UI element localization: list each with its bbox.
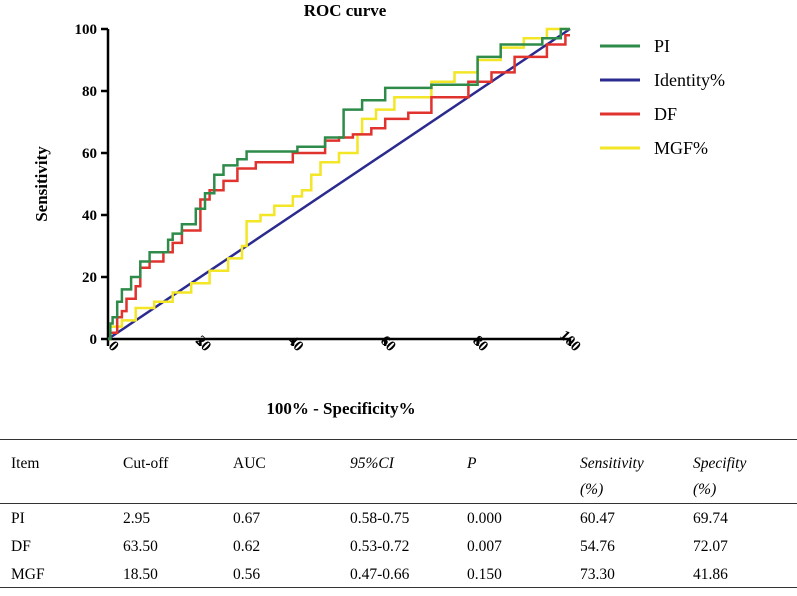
y-tick-label: 40: [82, 208, 97, 224]
y-axis-ticks: 0 20 40 60 80 100: [75, 22, 108, 348]
table-cell: 69.74: [693, 510, 728, 527]
table-cell: 41.86: [693, 559, 797, 588]
series-line-df: [108, 33, 570, 341]
table-cell: 0.62: [233, 537, 261, 555]
plot-area: 0 20 40 60 80 100 0 20 40 60 80 100: [75, 22, 584, 355]
table-header-row: Item Cut-off AUC 95%CI P Sensitivity (%) …: [0, 439, 797, 504]
x-tick-label: 60: [377, 333, 399, 355]
header-text: Specifity: [693, 455, 747, 472]
header-cell: P: [467, 439, 580, 504]
table-cell: DF: [11, 537, 31, 555]
header-cell: Sensitivity (%): [580, 439, 693, 504]
table-cell: 0.67: [233, 510, 261, 527]
x-axis-ticks: 0 20 40 60 80 100: [105, 328, 584, 355]
y-tick-label: 80: [82, 84, 97, 100]
stats-table: Item Cut-off AUC 95%CI P Sensitivity (%) …: [0, 439, 797, 588]
table-row: MGF 18.50 0.56 0.47-0.66 0.150 73.30 41.…: [0, 559, 797, 588]
table-cell: 0.007: [467, 537, 502, 555]
x-tick-label: 80: [469, 333, 491, 355]
header-text: Cut-off: [123, 455, 169, 472]
series-line-identity-pct: [107, 27, 571, 341]
y-tick-label: 100: [75, 22, 98, 38]
header-text: Sensitivity: [580, 455, 644, 472]
table-cell: 60.47: [580, 510, 615, 527]
table-cell: 0.47-0.66: [350, 559, 467, 588]
x-tick-label: 20: [192, 333, 214, 355]
header-cell: Cut-off: [123, 439, 233, 504]
x-tick-label: 40: [284, 333, 306, 355]
header-text: P: [467, 455, 477, 472]
table-cell: 0.000: [467, 510, 502, 527]
table-cell: 73.30: [580, 559, 693, 588]
legend-label: MGF%: [654, 138, 708, 158]
x-tick-label: 100: [556, 328, 583, 355]
y-axis-title: Sensitivity: [32, 146, 51, 222]
legend-label: DF: [654, 104, 677, 124]
series-line-pi: [108, 27, 570, 341]
legend-label: PI: [654, 36, 670, 56]
table-cell: 63.50: [123, 537, 158, 555]
header-text: Item: [11, 455, 40, 472]
table-cell: 0.150: [467, 559, 580, 588]
table-cell: 18.50: [123, 559, 233, 588]
legend-label: Identity%: [654, 70, 725, 90]
series-lines: [107, 27, 571, 341]
y-tick-label: 0: [90, 332, 98, 348]
table-cell: 2.95: [123, 510, 151, 527]
x-axis-title: 100% - Specificity%: [266, 399, 415, 418]
table-cell: MGF: [0, 559, 123, 588]
table-cell: 72.07: [693, 537, 728, 555]
table-row: DF 63.50 0.62 0.53-0.72 0.007 54.76 72.0…: [0, 532, 797, 560]
header-cell: 95%CI: [350, 439, 467, 504]
table-cell: 0.53-0.72: [350, 537, 410, 555]
header-text: AUC: [233, 455, 266, 472]
legend: PI Identity% DF MGF%: [600, 36, 725, 158]
table-cell: 54.76: [580, 537, 615, 555]
y-tick-label: 60: [82, 146, 97, 162]
table-cell: 0.56: [233, 559, 350, 588]
chart-title: ROC curve: [304, 1, 387, 20]
header-cell: Specifity (%): [693, 439, 797, 504]
header-cell: AUC: [233, 439, 350, 504]
table-row: PI 2.95 0.67 0.58-0.75 0.000 60.47 69.74: [0, 504, 797, 532]
y-tick-label: 20: [82, 270, 97, 286]
table-cell: 0.58-0.75: [350, 510, 410, 527]
header-subtext: (%): [580, 481, 604, 498]
header-cell: Item: [0, 439, 123, 504]
table-cell: PI: [11, 510, 25, 527]
series-line-mgf-pct: [108, 27, 570, 341]
header-subtext: (%): [693, 481, 717, 498]
roc-chart: ROC curve 0 20 40 60 80 100 0 20 40 60 80 100 100%…: [32, 1, 725, 418]
header-text: 95%CI: [350, 455, 394, 472]
